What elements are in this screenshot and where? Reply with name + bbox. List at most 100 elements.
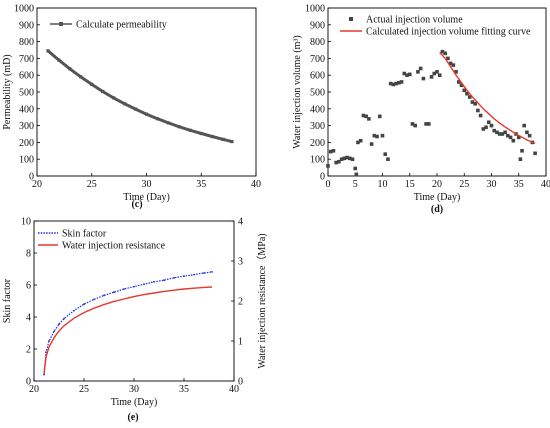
data-point xyxy=(339,157,344,161)
x-tick-label: 25 xyxy=(79,384,89,395)
data-point xyxy=(354,172,359,177)
y-tick-label: 700 xyxy=(19,54,34,65)
data-point xyxy=(221,137,225,141)
x-tick-label: 30 xyxy=(129,384,139,395)
y-tick-label: 300 xyxy=(310,121,325,132)
data-point xyxy=(63,317,65,320)
data-point xyxy=(361,113,366,118)
data-point xyxy=(377,114,382,119)
data-point xyxy=(506,133,510,138)
data-point xyxy=(386,157,390,161)
data-point xyxy=(188,128,192,132)
data-point xyxy=(402,71,407,76)
data-point xyxy=(476,108,480,113)
data-point xyxy=(45,351,47,354)
y-axis-label: Permeability (mD) xyxy=(2,54,13,129)
data-point xyxy=(467,95,472,99)
data-point xyxy=(437,73,442,77)
y-tick-label: 400 xyxy=(310,104,325,115)
y2-tick-label: 3 xyxy=(238,257,243,268)
data-point xyxy=(380,133,385,138)
data-point xyxy=(101,89,105,94)
data-point xyxy=(495,130,499,135)
y-tick-label: 6 xyxy=(26,281,31,292)
y-tick-label: 200 xyxy=(310,138,325,149)
data-point xyxy=(79,75,83,79)
y-tick-label: 900 xyxy=(19,20,34,31)
data-point xyxy=(123,288,125,290)
data-point xyxy=(465,91,469,96)
x-tick-label: 20 xyxy=(32,179,42,190)
data-point xyxy=(183,275,185,278)
data-point xyxy=(57,58,61,62)
legend-label-1: Calculated injection volume fitting curv… xyxy=(366,27,531,38)
chart-c: 20 25 30 35 40010020030040050060070080090010… xyxy=(2,4,261,211)
data-point xyxy=(73,309,75,312)
y-tick-label: 0 xyxy=(29,172,34,183)
x-tick-label: 25 xyxy=(459,179,469,190)
y-tick-label: 800 xyxy=(310,37,325,48)
data-point xyxy=(416,70,420,74)
data-point xyxy=(481,127,486,131)
series-line-0 xyxy=(43,271,213,375)
data-point xyxy=(337,159,341,164)
data-point xyxy=(353,166,358,171)
data-point xyxy=(53,330,55,333)
data-point xyxy=(508,135,513,140)
data-point xyxy=(489,123,494,128)
y-tick-label: 0 xyxy=(26,377,31,388)
data-point xyxy=(424,122,428,126)
x-tick-label: 20 xyxy=(29,384,39,395)
x-tick-label: 30 xyxy=(142,179,152,190)
x-tick-label: 25 xyxy=(87,179,97,190)
y2-tick-label: 4 xyxy=(238,217,243,228)
y-tick-label: 2 xyxy=(26,345,31,356)
panel-label: (d) xyxy=(431,204,443,215)
y-tick-label: 100 xyxy=(310,155,325,166)
y-tick-label: 700 xyxy=(310,54,325,65)
y-tick-label: 4 xyxy=(26,313,31,324)
data-point xyxy=(399,80,404,84)
x-tick-label: 30 xyxy=(487,179,497,190)
data-point xyxy=(210,134,214,139)
data-point xyxy=(153,280,155,283)
data-point xyxy=(345,155,349,160)
data-point xyxy=(533,151,537,156)
data-point xyxy=(155,117,160,121)
data-point xyxy=(166,121,170,125)
data-point xyxy=(497,132,502,136)
y2-tick-label: 0 xyxy=(238,377,243,388)
data-point xyxy=(163,279,165,282)
legend-label-1: Water injection resistance xyxy=(62,241,166,252)
data-point xyxy=(103,294,105,297)
y-tick-label: 1000 xyxy=(14,4,34,15)
data-point xyxy=(520,149,524,153)
y-axis-label: Water injection volume (m³) xyxy=(292,35,303,149)
data-point xyxy=(356,140,360,145)
data-point xyxy=(90,82,94,87)
y-tick-label: 800 xyxy=(19,37,34,48)
y-tick-label: 300 xyxy=(19,121,34,132)
chart-d: 0 5 10 15 20 25 30 35 40010020030040050060070080… xyxy=(292,4,550,216)
data-point xyxy=(459,83,464,88)
legend-label-0: Calculate permeability xyxy=(76,20,167,31)
plot-frame xyxy=(36,7,257,177)
data-point xyxy=(350,157,355,161)
data-point xyxy=(364,114,368,119)
legend-label-0: Actual injection volume xyxy=(366,15,463,26)
series-line-1 xyxy=(439,52,536,144)
data-point xyxy=(448,61,453,66)
data-point xyxy=(331,149,336,153)
data-point xyxy=(410,122,415,126)
data-point xyxy=(435,70,439,74)
data-point xyxy=(372,133,377,138)
data-point xyxy=(394,81,398,86)
data-point xyxy=(83,303,85,306)
data-point xyxy=(123,102,127,106)
data-point xyxy=(407,72,412,77)
data-point xyxy=(113,291,115,294)
x-tick-label: 10 xyxy=(378,179,388,190)
data-point xyxy=(48,340,50,342)
data-point xyxy=(367,117,371,121)
x-tick-label: 35 xyxy=(514,179,524,190)
